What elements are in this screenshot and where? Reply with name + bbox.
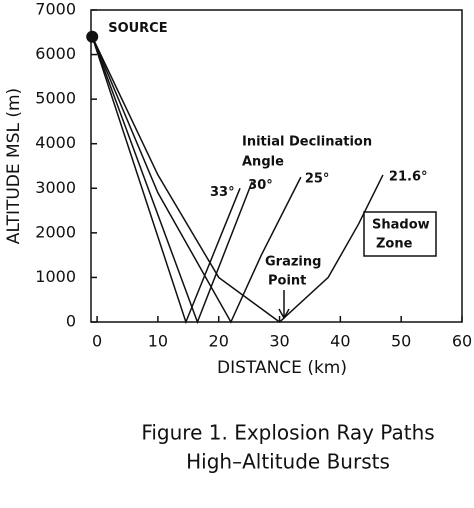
x-tick-label: 30: [269, 332, 289, 351]
x-tick-label: 60: [452, 332, 472, 351]
legend-title: Angle: [242, 155, 284, 170]
annotation: Shadow: [372, 218, 430, 233]
y-axis-label: ALTITUDE MSL (m): [4, 88, 24, 244]
caption: Figure 1. Explosion Ray Paths: [141, 421, 434, 445]
series-label: 33°: [210, 185, 235, 200]
annotation: Zone: [376, 237, 413, 252]
plot-frame: [90, 9, 463, 323]
y-tick-label: 7000: [35, 0, 76, 19]
x-tick-label: 0: [92, 332, 102, 351]
series-label: 30°: [248, 178, 273, 193]
ray-path: [91, 36, 302, 324]
x-axis-label: DISTANCE (km): [217, 358, 347, 378]
x-tick-label: 10: [148, 332, 168, 351]
source-point: [86, 30, 99, 43]
x-tick-label: 50: [391, 332, 411, 351]
y-tick-label: 0: [66, 312, 76, 331]
ray-path: [91, 36, 241, 325]
source-label: SOURCE: [108, 21, 167, 36]
y-tick-label: 4000: [35, 133, 76, 152]
ray-path: [91, 36, 253, 325]
series-label: 25°: [305, 172, 330, 187]
ray-path: [91, 36, 384, 323]
x-tick-label: 40: [330, 332, 350, 351]
y-tick-label: 3000: [35, 178, 76, 197]
y-tick-label: 1000: [35, 267, 76, 286]
caption: High–Altitude Bursts: [186, 450, 390, 474]
y-tick-label: 5000: [35, 89, 76, 108]
series-label: 21.6°: [389, 169, 428, 184]
legend-title: Initial Declination: [242, 135, 372, 150]
y-tick-label: 6000: [35, 44, 76, 63]
annotation: Grazing: [265, 255, 321, 270]
shadow-box: [363, 211, 437, 257]
y-tick-label: 2000: [35, 222, 76, 241]
annotation: Point: [268, 274, 306, 289]
x-tick-label: 20: [209, 332, 229, 351]
